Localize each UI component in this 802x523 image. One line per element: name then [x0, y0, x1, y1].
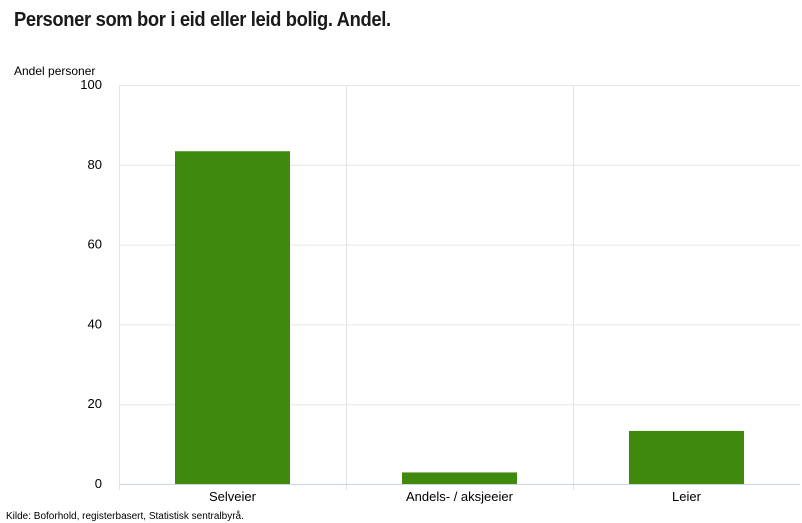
y-tick-label: 60 — [88, 237, 102, 252]
y-tick-label: 40 — [88, 316, 102, 331]
bar — [402, 472, 517, 484]
x-tick-labels: Selveier Andels- / aksjeeier Leier — [209, 489, 702, 504]
bar — [629, 430, 744, 484]
y-tick-label: 100 — [80, 77, 102, 92]
y-tick-label: 80 — [88, 157, 102, 172]
y-tick-label: 0 — [95, 476, 102, 491]
source-note: Kilde: Boforhold, registerbasert, Statis… — [6, 511, 244, 522]
x-tick-label: Andels- / aksjeeier — [406, 489, 514, 504]
x-tick-label: Selveier — [209, 489, 257, 504]
y-tick-labels: 0 20 40 60 80 100 — [80, 77, 102, 491]
y-tick-label: 20 — [88, 396, 102, 411]
bars — [175, 151, 744, 484]
x-tick-label: Leier — [672, 489, 702, 504]
y-axis-label: Andel personer — [14, 64, 96, 78]
chart-title: Personer som bor i eid eller leid bolig.… — [14, 9, 391, 31]
bar — [175, 151, 290, 484]
